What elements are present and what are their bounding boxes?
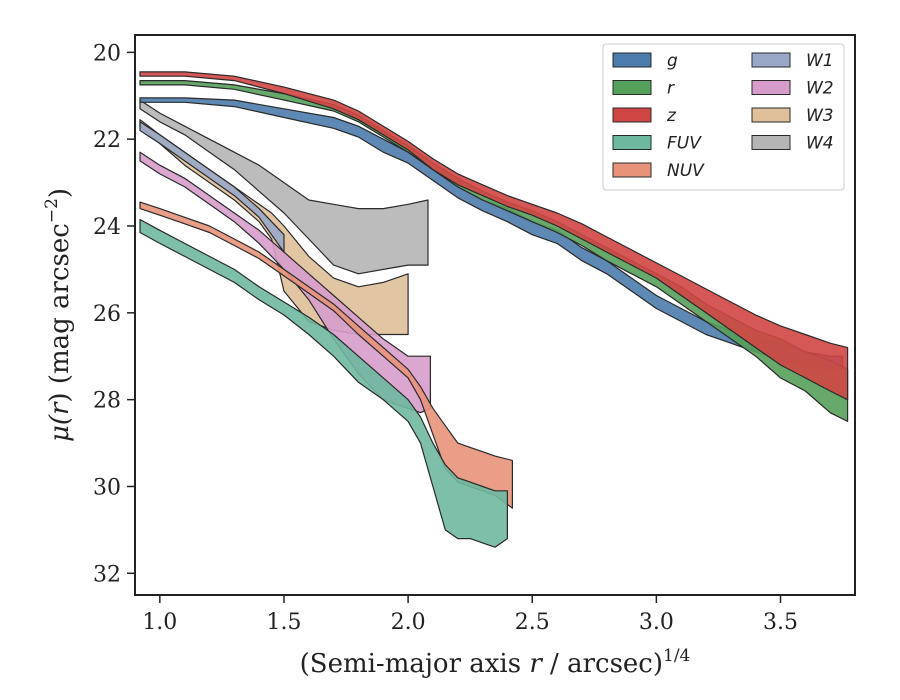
legend-label-W4: W4	[806, 134, 834, 154]
y-tick-label: 20	[93, 41, 121, 66]
band-NUV	[139, 201, 513, 509]
band-z	[139, 71, 849, 401]
band-W1	[139, 121, 285, 253]
legend-label-r: r	[667, 79, 675, 99]
legend-swatch-W1	[751, 52, 791, 68]
legend-swatch-W3	[751, 107, 791, 123]
legend-swatch-NUV	[612, 162, 652, 178]
band-W4	[139, 99, 429, 275]
legend-label-FUV: FUV	[667, 134, 702, 154]
x-axis-ticks: 1.0 1.5 2.0 2.5 3.0 3.5	[142, 595, 798, 635]
legend-swatch-W2	[751, 80, 791, 95]
x-tick-label: 3.0	[639, 610, 674, 635]
legend-swatch-g	[612, 52, 652, 68]
legend-swatch-z	[612, 107, 652, 123]
y-tick-label: 24	[93, 215, 121, 240]
legend-swatch-FUV	[612, 135, 652, 150]
y-tick-label: 28	[93, 389, 121, 414]
y-tick-label: 26	[93, 302, 121, 327]
legend-label-W3: W3	[806, 106, 834, 126]
legend: grz FUV NUV W1 W2 W3 W4	[602, 43, 845, 191]
y-axis-label: μ(r) (mag arcsec−2)	[42, 188, 75, 442]
y-tick-label: 22	[93, 128, 121, 153]
y-axis-ticks: 20 22 24 26 28 30 32	[93, 41, 135, 587]
plot-frame	[134, 34, 856, 596]
x-tick-label: 2.0	[391, 610, 426, 635]
legend-swatch-W4	[751, 135, 791, 150]
series-bands	[139, 71, 849, 548]
y-tick-label: 32	[93, 562, 121, 587]
x-axis-label: (Semi-major axis r / arcsec)1/4	[300, 646, 691, 679]
x-tick-label: 1.0	[142, 610, 177, 635]
legend-label-z: z	[666, 106, 677, 126]
legend-label-g: g	[667, 51, 678, 71]
legend-swatch-r	[612, 80, 652, 95]
legend-label-NUV: NUV	[667, 161, 705, 181]
legend-label-W2: W2	[806, 79, 834, 99]
x-tick-label: 3.5	[763, 610, 798, 635]
y-tick-label: 30	[93, 475, 121, 500]
legend-label-W1: W1	[806, 51, 834, 71]
x-tick-label: 1.5	[266, 610, 301, 635]
x-tick-label: 2.5	[515, 610, 550, 635]
band-FUV	[139, 218, 508, 548]
